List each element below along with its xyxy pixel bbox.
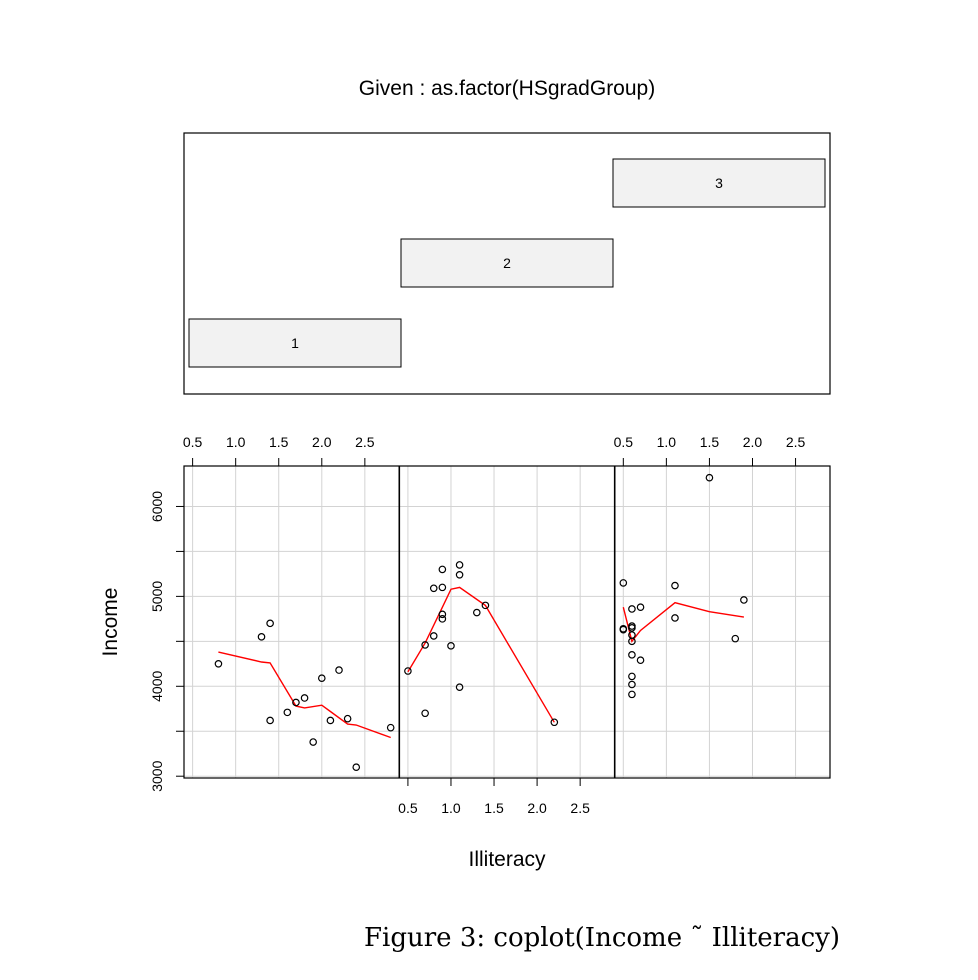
given-level-label-3: 3 — [715, 175, 723, 191]
y-tick-label: 6000 — [149, 491, 165, 522]
x-tick-label: 0.5 — [614, 434, 634, 450]
data-point — [455, 570, 464, 579]
y-tick-label: 4000 — [149, 671, 165, 702]
x-tick-label: 1.5 — [700, 434, 720, 450]
data-point — [636, 656, 645, 665]
x-tick-label: 2.0 — [743, 434, 763, 450]
x-tick-label: 2.5 — [786, 434, 806, 450]
data-point — [429, 632, 438, 640]
x-tick-label: 1.5 — [269, 434, 289, 450]
x-tick-label: 0.5 — [398, 800, 418, 816]
data-point — [266, 619, 274, 628]
data-point — [628, 680, 636, 689]
given-panel-frame — [183, 132, 831, 395]
given-level-bar-1 — [188, 318, 402, 368]
data-point — [619, 579, 628, 587]
data-point — [309, 738, 317, 746]
x-tick-label: 2.0 — [312, 434, 332, 450]
data-point — [455, 561, 464, 569]
data-point — [343, 714, 352, 723]
data-point — [438, 565, 447, 574]
data-point — [352, 763, 361, 772]
data-point — [740, 596, 748, 604]
smooth-line-panel-3 — [622, 601, 745, 643]
data-point — [438, 583, 447, 592]
data-point — [619, 625, 628, 634]
x-tick-label: 1.0 — [226, 434, 246, 450]
data-point — [421, 641, 429, 649]
data-point — [326, 716, 335, 725]
data-point — [283, 708, 292, 717]
points-layer — [214, 473, 748, 772]
data-point — [438, 615, 447, 623]
data-point — [429, 584, 438, 593]
data-point — [705, 473, 714, 482]
given-bars: 1 2 3 — [188, 158, 826, 368]
given-level-label-1: 1 — [291, 335, 299, 351]
smooth-line-panel-2 — [407, 586, 555, 723]
data-point — [317, 674, 326, 682]
y-axis-label: Income — [99, 588, 122, 657]
data-point — [473, 608, 481, 617]
data-point — [438, 610, 447, 619]
given-level-bar-3 — [612, 158, 826, 208]
data-point — [421, 709, 429, 718]
data-point — [386, 723, 395, 732]
x-tick-label: 2.0 — [527, 800, 547, 816]
data-point — [300, 694, 309, 702]
data-point — [335, 666, 343, 674]
x-tick-label: 1.0 — [441, 800, 461, 816]
x-axis-label: Illiteracy — [468, 848, 546, 871]
data-point — [214, 660, 223, 668]
data-point — [628, 672, 636, 681]
data-point — [266, 716, 274, 725]
x-tick-label: 1.0 — [657, 434, 677, 450]
data-point — [628, 651, 636, 659]
smooth-layer — [218, 586, 745, 739]
data-point — [671, 614, 679, 622]
x-tick-label: 1.5 — [484, 800, 504, 816]
given-level-bar-2 — [400, 238, 614, 288]
data-point — [550, 718, 559, 727]
data-point — [731, 634, 740, 643]
axes-layer: 0.5 1.0 1.5 2.0 2.5 0.5 1.0 1.5 2.0 2.5 0.5 1.0 1.5 2… — [149, 434, 805, 816]
x-tick-label: 0.5 — [183, 434, 203, 450]
data-point — [447, 642, 455, 650]
data-point — [628, 624, 636, 632]
data-point — [671, 581, 679, 590]
data-point — [481, 601, 490, 610]
data-point — [455, 683, 464, 691]
data-point — [404, 667, 412, 675]
data-point — [292, 698, 300, 707]
data-point — [628, 605, 636, 613]
smooth-line-panel-1 — [218, 651, 391, 739]
x-tick-label: 2.5 — [355, 434, 375, 450]
x-tick-label: 2.5 — [570, 800, 590, 816]
data-point — [628, 637, 636, 646]
data-point — [628, 690, 636, 699]
y-tick-label: 3000 — [149, 760, 165, 791]
data-point — [636, 603, 645, 611]
figure-caption: Figure 3: coplot(Income ˜ Illiteracy) — [364, 923, 840, 953]
y-tick-label: 5000 — [149, 581, 165, 612]
given-title: Given : as.factor(HSgradGroup) — [359, 77, 655, 100]
data-point — [257, 633, 266, 641]
given-level-label-2: 2 — [503, 255, 511, 271]
grid-layer — [184, 466, 830, 778]
